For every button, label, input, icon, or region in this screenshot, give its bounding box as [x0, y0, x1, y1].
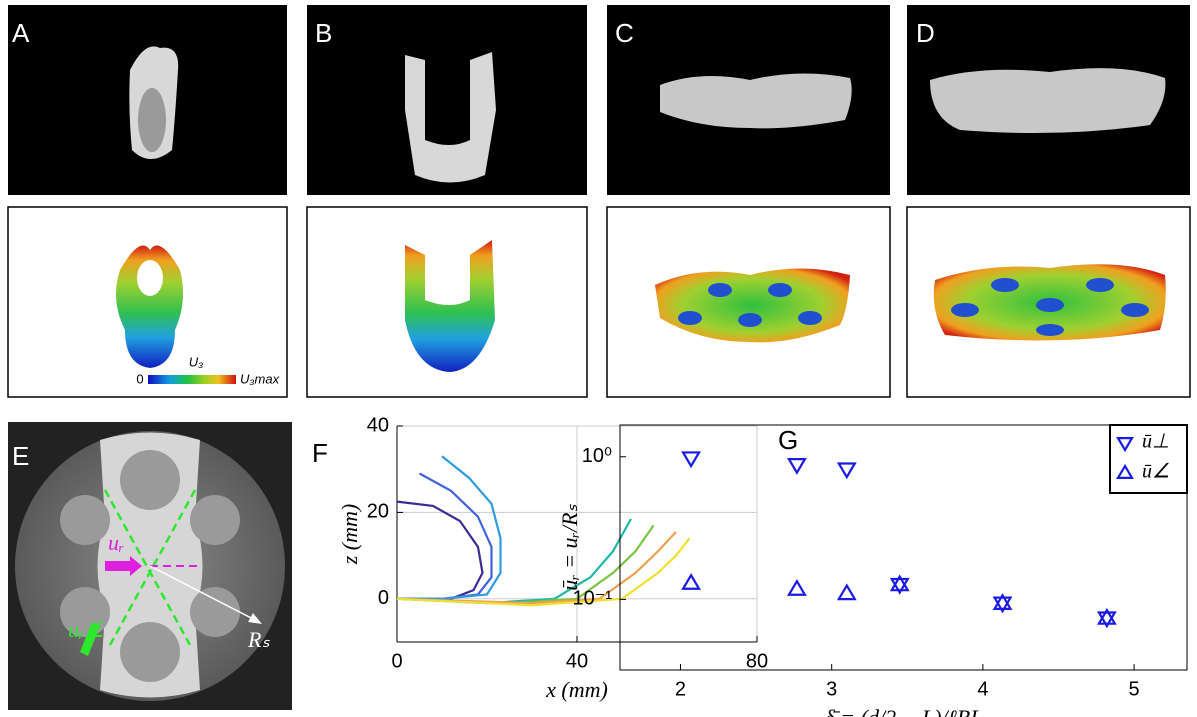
- figure: U₃ 0 U₃max uᵣ uᵣ∠ Rₛ A B C D E F G 04080…: [0, 0, 1197, 717]
- label-ur: uᵣ: [108, 530, 124, 555]
- x-axis-label: δ̄ = (d/2 − L)/ℓBL: [825, 705, 983, 717]
- shape: [137, 260, 163, 296]
- panel-label: A: [12, 18, 30, 48]
- simulations: [8, 207, 1190, 397]
- line: [397, 538, 690, 605]
- photos: [8, 5, 1190, 195]
- x-tick-label: 2: [675, 678, 686, 700]
- line: [397, 532, 676, 603]
- x-tick-label: 5: [1129, 678, 1140, 700]
- legend-label: ū⊥: [1142, 431, 1169, 453]
- x-axis-label: x (mm): [545, 677, 608, 702]
- x-tick-label: 4: [977, 678, 988, 700]
- photo-e: [8, 422, 292, 710]
- line: [397, 456, 501, 599]
- plot-frame: [620, 425, 1187, 670]
- panel-label: E: [12, 441, 29, 471]
- x-tick-label: 80: [746, 650, 768, 672]
- line: [397, 474, 492, 599]
- y-tick-label: 10⁰: [582, 445, 612, 467]
- colorbar-title: U₃: [189, 354, 204, 369]
- shape: [930, 68, 1165, 133]
- colorbar: [148, 375, 236, 384]
- line: [397, 502, 483, 599]
- label-ur-angle: uᵣ∠: [68, 617, 104, 642]
- point: [839, 463, 855, 477]
- panel-label: B: [315, 18, 332, 48]
- label-rs: Rₛ: [247, 627, 270, 652]
- x-tick-label: 3: [826, 678, 837, 700]
- y-tick-label: 40: [367, 414, 389, 436]
- line: [397, 525, 654, 603]
- y-tick-label: 0: [378, 587, 389, 609]
- point: [789, 581, 805, 595]
- panel-label: D: [916, 18, 935, 48]
- point: [789, 459, 805, 473]
- panel-label: C: [615, 18, 634, 48]
- y-axis-label: z (mm): [337, 504, 362, 566]
- shape: [660, 73, 852, 128]
- point: [683, 452, 699, 466]
- y-axis-label: ūᵣ = uᵣ/Rₛ: [557, 503, 582, 590]
- panel-label: G: [778, 425, 798, 455]
- y-tick-label: 20: [367, 501, 389, 523]
- x-tick-label: 40: [566, 650, 588, 672]
- point: [683, 575, 699, 589]
- colorbar-max: U₃max: [240, 371, 280, 386]
- legend-label: ū∠: [1142, 461, 1170, 483]
- colorbar-min: 0: [136, 371, 143, 386]
- shape: [138, 88, 166, 152]
- x-tick-label: 0: [391, 650, 402, 672]
- panel-label: F: [312, 438, 328, 468]
- point: [839, 586, 855, 600]
